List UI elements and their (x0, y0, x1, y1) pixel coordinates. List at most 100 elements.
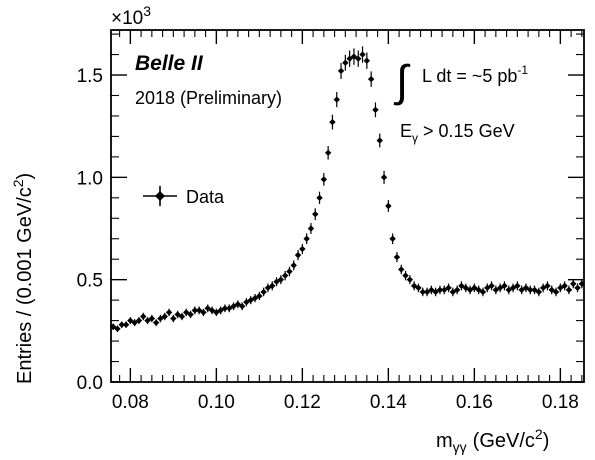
data-point (324, 146, 332, 160)
data-point (453, 285, 461, 295)
data-point (531, 285, 538, 295)
data-point (312, 208, 319, 221)
data-point (574, 283, 581, 293)
data-point (281, 270, 289, 281)
data-point (243, 298, 250, 307)
y-axis-label-sup: 2 (10, 179, 26, 187)
data-point (161, 312, 168, 321)
data-point (144, 317, 151, 325)
y-multiplier-exponent: 3 (143, 3, 151, 19)
data-point (350, 48, 358, 65)
data-point (122, 321, 130, 328)
y-tick-label: 1.0 (77, 168, 103, 189)
x-tick-label: 0.12 (284, 392, 321, 413)
data-point (535, 287, 543, 297)
data-point (514, 281, 521, 291)
data-point (329, 114, 336, 130)
data-point (509, 283, 517, 293)
data-point (320, 173, 328, 186)
data-point (398, 264, 405, 275)
data-point (277, 275, 285, 285)
data-point (303, 233, 310, 245)
data-point (269, 281, 276, 291)
data-point (290, 260, 297, 271)
data-point (170, 314, 177, 323)
experiment-label: Belle II (135, 52, 204, 75)
data-point (333, 92, 340, 108)
axis-ticks: 0.08 0.10 0.12 0.14 0.16 0.18 0.0 0.5 1.0 1.5 (77, 30, 584, 413)
data-point (359, 46, 366, 63)
data-point (367, 71, 375, 87)
data-point (501, 281, 508, 291)
data-point (372, 102, 379, 118)
data-point (355, 50, 362, 67)
data-point (148, 314, 156, 323)
data-point (260, 287, 267, 297)
energy-cut-label: Eγ > 0.15 GeV (400, 121, 515, 145)
data-point (385, 200, 392, 212)
energy-cut-sub: γ (412, 131, 418, 145)
data-point (570, 279, 577, 289)
integral-symbol: ∫ (393, 57, 411, 106)
plot-frame (110, 29, 585, 383)
data-points (109, 46, 586, 333)
data-point (415, 283, 422, 293)
data-point (187, 310, 194, 319)
data-point (256, 291, 263, 301)
luminosity-label: L dt = ~5 pb-1 (422, 63, 528, 86)
y-multiplier: ×103 (111, 3, 151, 29)
run-label: 2018 (Preliminary) (135, 88, 282, 108)
data-point (552, 287, 560, 297)
data-point (557, 283, 564, 293)
data-point (307, 222, 315, 235)
data-point (389, 233, 396, 245)
data-point (238, 302, 246, 311)
legend-label: Data (186, 187, 225, 207)
data-point (152, 319, 160, 327)
data-point (316, 191, 323, 204)
data-point (140, 312, 147, 321)
data-point (135, 317, 143, 325)
data-point (406, 275, 414, 285)
data-point (200, 308, 207, 317)
data-point (299, 243, 306, 255)
x-tick-label: 0.10 (198, 392, 235, 413)
data-point (221, 304, 229, 313)
x-axis-label-unit-sup: 2 (535, 426, 543, 442)
x-axis-label-unit-end: ) (543, 430, 550, 452)
data-point (488, 281, 495, 291)
data-point (479, 287, 487, 297)
y-tick-label: 1.5 (77, 66, 103, 87)
luminosity-exponent: -1 (517, 63, 528, 77)
x-axis-label-unit: (GeV/c (473, 430, 535, 452)
y-tick-label: 0.5 (77, 271, 103, 292)
data-point (346, 50, 353, 67)
data-point (286, 266, 293, 277)
x-tick-label: 0.08 (112, 392, 149, 413)
data-point (337, 62, 345, 79)
data-point (294, 250, 302, 261)
data-point (165, 308, 173, 317)
x-tick-label: 0.18 (542, 392, 579, 413)
y-axis-label: Entries / (0.001 GeV/c2) (10, 173, 36, 384)
data-point (393, 252, 401, 263)
data-point (445, 283, 452, 293)
energy-cut-suffix: > 0.15 GeV (418, 121, 515, 141)
data-point (342, 54, 349, 71)
data-point (178, 312, 186, 321)
y-tick-label: 0.0 (77, 373, 103, 394)
x-tick-label: 0.16 (456, 392, 493, 413)
data-point (565, 285, 573, 295)
data-point (114, 325, 121, 333)
plot-area-border (110, 29, 585, 383)
x-axis-label: mγγ (GeV/c2) (436, 426, 549, 455)
data-point (380, 170, 388, 184)
legend: Data (143, 186, 225, 207)
x-axis-label-sub: γγ (453, 439, 467, 455)
data-point (191, 306, 199, 315)
data-point (561, 281, 568, 291)
data-point (578, 279, 586, 289)
data-point (376, 133, 383, 148)
data-point (226, 304, 233, 313)
y-axis-label-end: ) (14, 173, 36, 180)
